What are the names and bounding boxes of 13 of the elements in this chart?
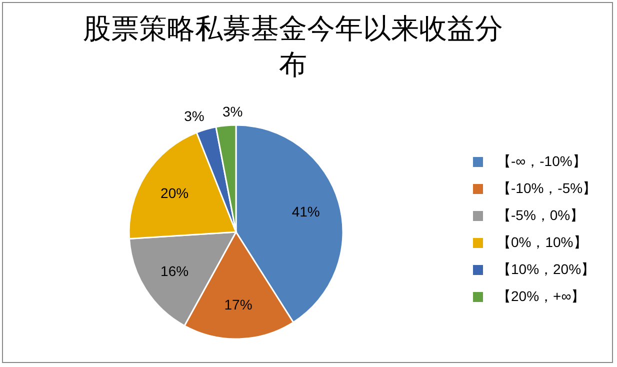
legend-label: 【-5%，0%】 [497, 206, 584, 224]
data-label: 16% [160, 262, 189, 279]
legend-label: 【20%，+∞】 [497, 288, 586, 306]
data-label: 3% [222, 104, 243, 120]
data-label: 41% [292, 204, 320, 220]
legend-label: 【-∞，-10%】 [497, 152, 586, 170]
chart-title: 股票策略私募基金今年以来收益分布 [82, 12, 504, 82]
legend-label: 【10%，20%】 [497, 260, 596, 278]
legend-label: 【-10%，-5%】 [497, 180, 597, 198]
legend-label: 【0%，10%】 [497, 234, 588, 252]
data-label: 3% [184, 108, 204, 124]
data-label: 17% [224, 296, 252, 313]
data-label: 20% [160, 185, 189, 202]
